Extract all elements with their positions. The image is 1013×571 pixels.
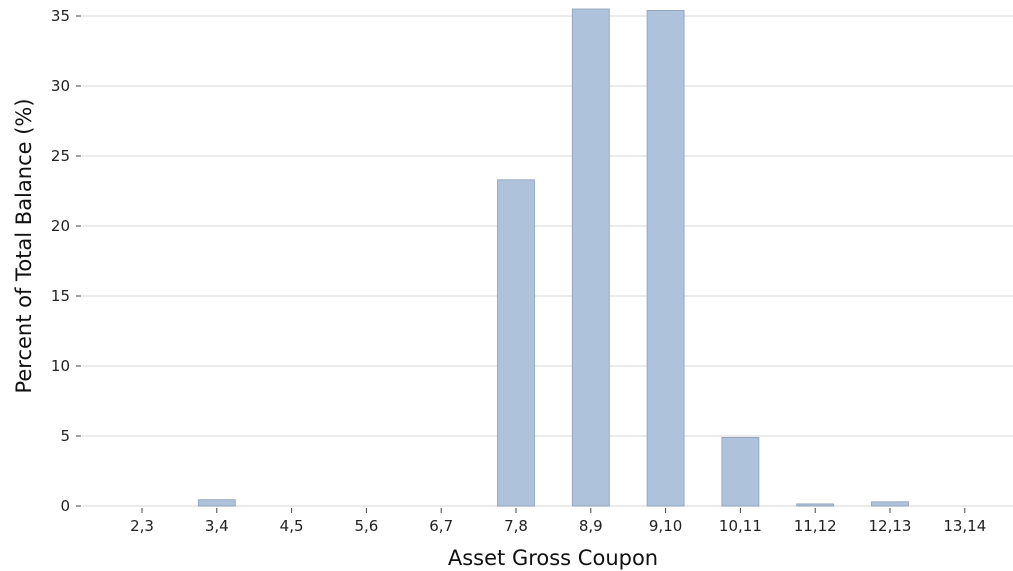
x-tick-label: 5,6: [354, 517, 378, 535]
y-tick-label: 30: [51, 77, 70, 95]
bar-3-4: [197, 499, 236, 507]
x-tick-label: 12,13: [869, 517, 912, 535]
y-tick-label: 5: [60, 427, 70, 445]
y-axis-label: Percent of Total Balance (%): [12, 98, 36, 393]
bars: [197, 8, 909, 507]
x-tick-label: 11,12: [794, 517, 837, 535]
y-tick-label: 10: [51, 357, 70, 375]
bar-9-10: [646, 9, 685, 507]
bar-10-11: [721, 436, 760, 507]
y-axis-ticks: 0 5 10 15 20 25 30 35: [51, 7, 81, 515]
x-axis-ticks: 2,3 3,4 4,5 5,6 6,7 7,8 8,9 9,10 10,11 11,12 12,13…: [130, 508, 986, 535]
bar-7-8: [497, 179, 535, 507]
y-tick-label: 25: [51, 147, 70, 165]
bar-8-9: [571, 8, 610, 507]
x-tick-label: 8,9: [579, 517, 603, 535]
bar-11-12: [796, 503, 835, 507]
x-tick-label: 7,8: [504, 517, 528, 535]
x-tick-label: 10,11: [719, 517, 762, 535]
y-tick-label: 0: [60, 497, 70, 515]
x-tick-label: 2,3: [130, 517, 154, 535]
x-tick-label: 4,5: [280, 517, 304, 535]
x-tick-label: 13,14: [943, 517, 986, 535]
bar-12-13: [871, 501, 909, 507]
y-tick-label: 20: [51, 217, 70, 235]
x-tick-label: 6,7: [429, 517, 453, 535]
x-tick-label: 9,10: [649, 517, 682, 535]
grid-lines: [82, 15, 1013, 507]
y-tick-label: 35: [51, 7, 70, 25]
y-tick-label: 15: [51, 287, 70, 305]
x-tick-label: 3,4: [205, 517, 229, 535]
x-axis-label: Asset Gross Coupon: [448, 546, 658, 570]
